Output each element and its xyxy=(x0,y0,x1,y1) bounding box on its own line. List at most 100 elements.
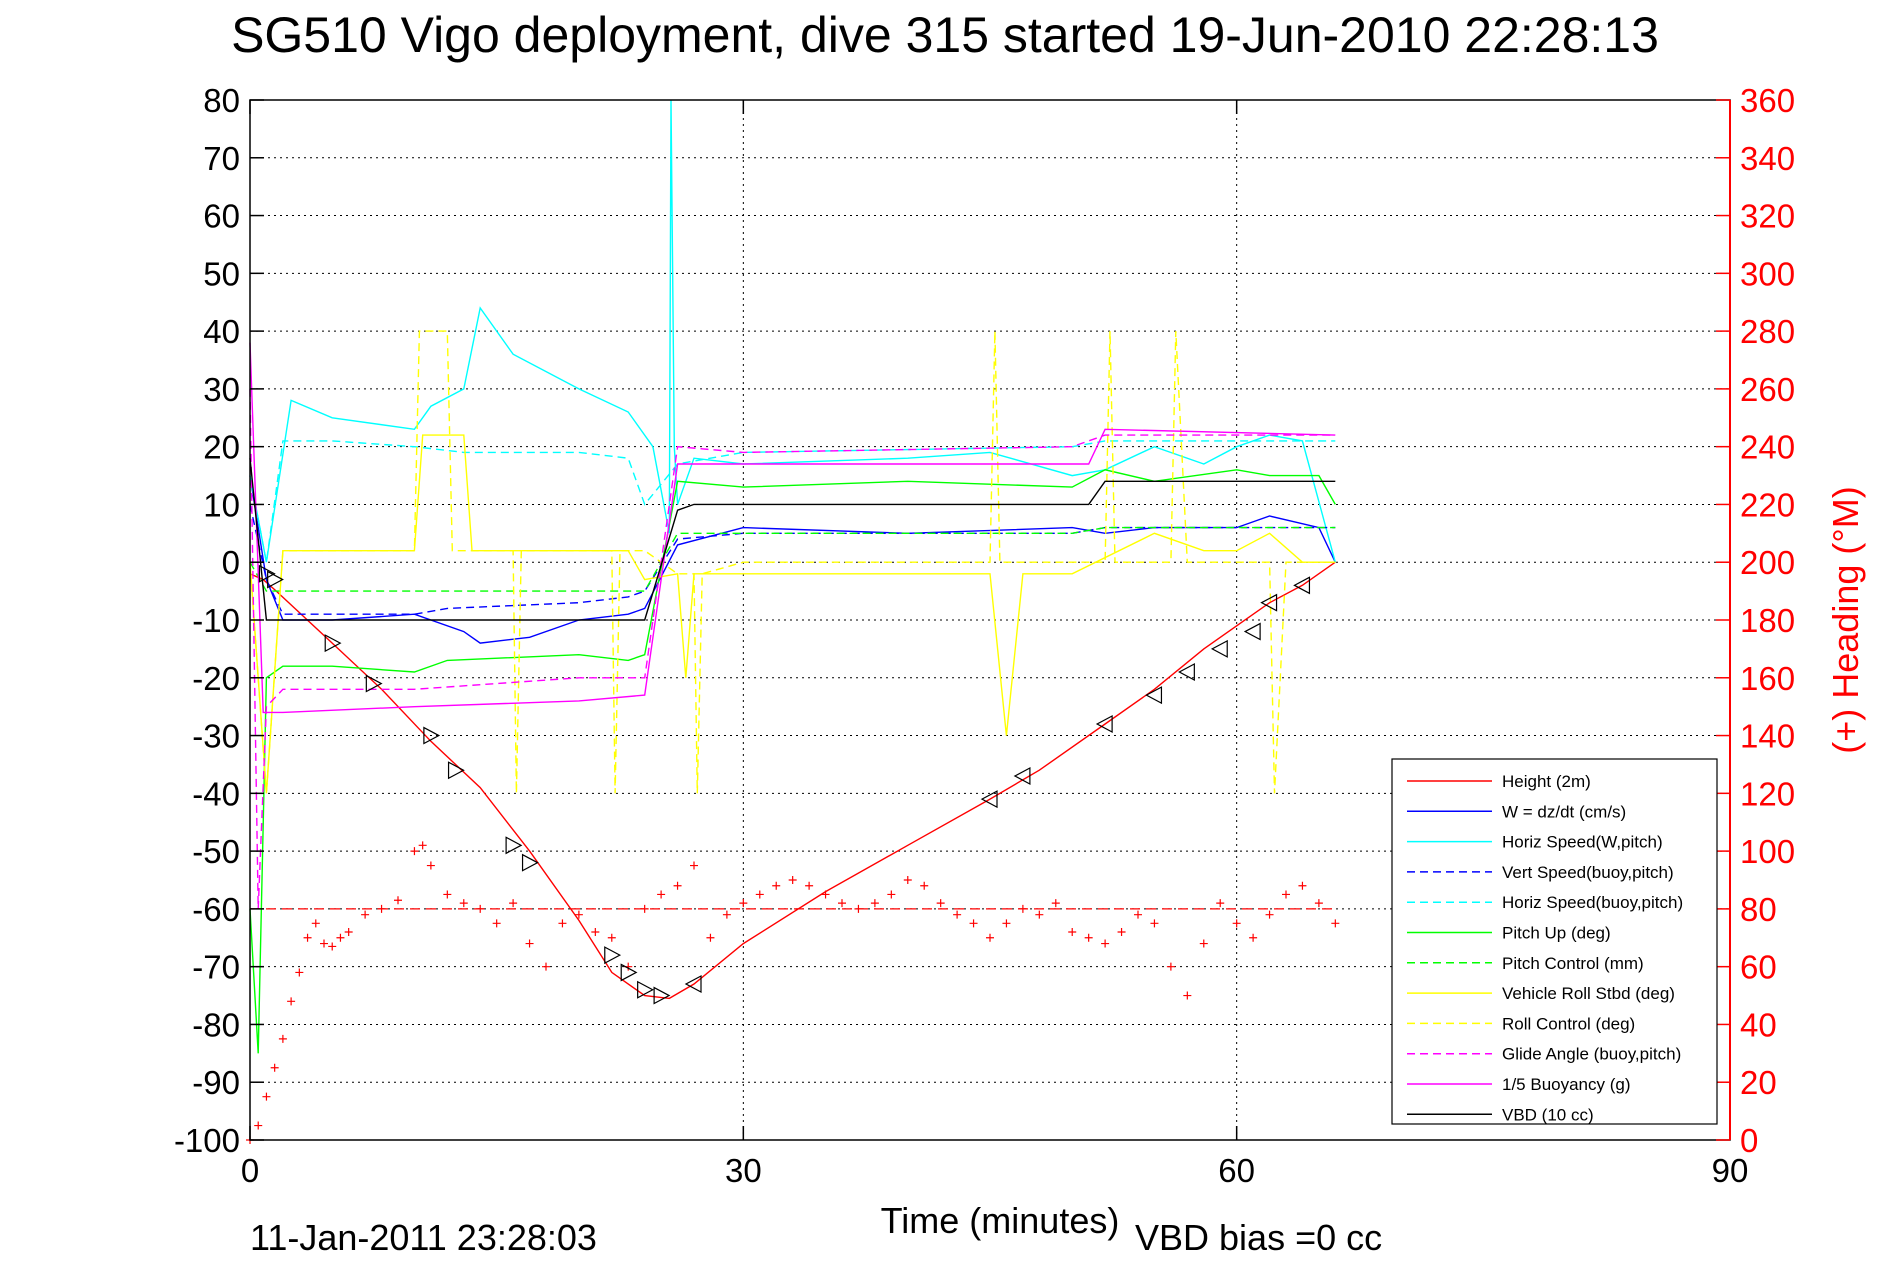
depth-marker xyxy=(267,570,284,589)
depth-marker xyxy=(1178,663,1195,681)
heading-point xyxy=(936,899,945,908)
series-line-0 xyxy=(249,561,1336,1000)
y2-tick-label: 260 xyxy=(1740,371,1795,408)
heading-point xyxy=(394,896,402,905)
heading-point xyxy=(969,919,978,928)
depth-marker xyxy=(447,761,465,780)
heading-point xyxy=(1084,933,1093,942)
heading-point xyxy=(788,876,797,884)
y2-tick-label: 60 xyxy=(1740,949,1777,986)
heading-point xyxy=(410,847,419,856)
series-line-5 xyxy=(249,469,1336,1054)
y2-tick-label: 220 xyxy=(1740,486,1795,523)
heading-point xyxy=(1314,899,1323,908)
series-line-11 xyxy=(249,458,1336,621)
depth-marker xyxy=(521,853,539,872)
footer-date: 11-Jan-2011 23:28:03 xyxy=(250,1217,597,1258)
heading-point xyxy=(821,890,830,899)
y2-tick-label: 320 xyxy=(1740,198,1795,235)
heading-point xyxy=(426,861,435,870)
heading-point xyxy=(295,968,304,977)
depth-marker xyxy=(620,963,638,982)
heading-point xyxy=(254,1121,263,1130)
heading-point xyxy=(1101,939,1110,948)
heading-point xyxy=(903,876,912,884)
legend-label: Pitch Control (mm) xyxy=(1502,954,1644,973)
depth-marker xyxy=(1260,593,1278,612)
x-tick-label: 30 xyxy=(725,1152,762,1189)
depth-marker xyxy=(1293,576,1311,595)
y2-tick-label: 100 xyxy=(1740,833,1795,870)
heading-point xyxy=(1249,933,1258,942)
heading-point xyxy=(278,1034,287,1043)
y2-tick-label: 180 xyxy=(1740,602,1795,639)
heading-point xyxy=(262,1092,271,1101)
heading-point xyxy=(1298,881,1307,890)
y-tick-label: -40 xyxy=(192,775,240,812)
y2-tick-label: 40 xyxy=(1740,1006,1777,1043)
y2-tick-label: 0 xyxy=(1740,1122,1758,1159)
heading-point xyxy=(591,928,600,936)
series-line-10 xyxy=(249,342,1336,714)
series-line-7 xyxy=(249,434,1336,794)
y2-tick-label: 20 xyxy=(1740,1064,1777,1101)
legend-label: Pitch Up (deg) xyxy=(1502,924,1611,943)
y-tick-label: -90 xyxy=(192,1064,240,1101)
y-tick-label: 40 xyxy=(203,313,240,350)
heading-point xyxy=(459,899,468,908)
y-tick-label: 50 xyxy=(203,255,240,292)
heading-point xyxy=(509,899,518,908)
y2-tick-label: 80 xyxy=(1740,891,1777,928)
y-tick-label: -30 xyxy=(192,718,240,755)
heading-point xyxy=(1199,939,1208,948)
footer-bias: VBD bias =0 cc xyxy=(1135,1217,1382,1258)
heading-point xyxy=(336,933,345,942)
heading-point xyxy=(755,890,764,899)
heading-point xyxy=(1216,899,1225,908)
depth-marker xyxy=(684,975,702,993)
legend-label: VBD (10 cc) xyxy=(1502,1105,1594,1124)
heading-point xyxy=(1331,919,1340,928)
depth-marker xyxy=(258,564,276,583)
series-line-9 xyxy=(249,388,1336,909)
depth-marker xyxy=(604,946,622,965)
heading-point xyxy=(377,904,386,913)
heading-point xyxy=(1134,910,1142,919)
y2-tick-label: 240 xyxy=(1740,429,1795,466)
chart-title: SG510 Vigo deployment, dive 315 started … xyxy=(231,7,1659,63)
heading-point xyxy=(920,881,929,890)
x-tick-label: 90 xyxy=(1712,1152,1749,1189)
heading-point xyxy=(772,881,781,890)
heading-point xyxy=(344,928,353,936)
legend-label: Glide Angle (buoy,pitch) xyxy=(1502,1045,1681,1064)
y2-tick-label: 360 xyxy=(1740,82,1795,119)
legend-label: Vert Speed(buoy,pitch) xyxy=(1502,863,1674,882)
heading-point xyxy=(311,919,320,928)
heading-point xyxy=(303,933,312,942)
heading-point xyxy=(870,899,879,908)
y-tick-label: 20 xyxy=(203,429,240,466)
x-tick-label: 60 xyxy=(1218,1152,1255,1189)
heading-point xyxy=(328,942,337,951)
y-tick-label: -20 xyxy=(192,660,240,697)
axes: 0 30 60 9080706050403020100-10-20-30-40-50-… xyxy=(174,82,1795,1189)
depth-marker xyxy=(1145,686,1163,705)
heading-point xyxy=(986,933,994,942)
y-tick-label: 0 xyxy=(222,544,240,581)
series-layer xyxy=(249,99,1336,1054)
heading-point xyxy=(1002,919,1011,928)
heading-point xyxy=(492,919,501,928)
series-line-3 xyxy=(249,504,1336,615)
heading-point xyxy=(418,841,427,850)
heading-point xyxy=(542,962,550,971)
depth-marker xyxy=(653,986,671,1005)
heading-point xyxy=(1035,910,1044,919)
heading-point xyxy=(270,1063,279,1072)
heading-point xyxy=(1232,919,1241,928)
heading-point xyxy=(574,910,583,919)
heading-point xyxy=(722,910,731,919)
x-axis-label: Time (minutes) xyxy=(881,1200,1120,1241)
heading-point xyxy=(673,881,682,890)
depth-marker xyxy=(505,836,523,855)
heading-point xyxy=(320,939,328,948)
